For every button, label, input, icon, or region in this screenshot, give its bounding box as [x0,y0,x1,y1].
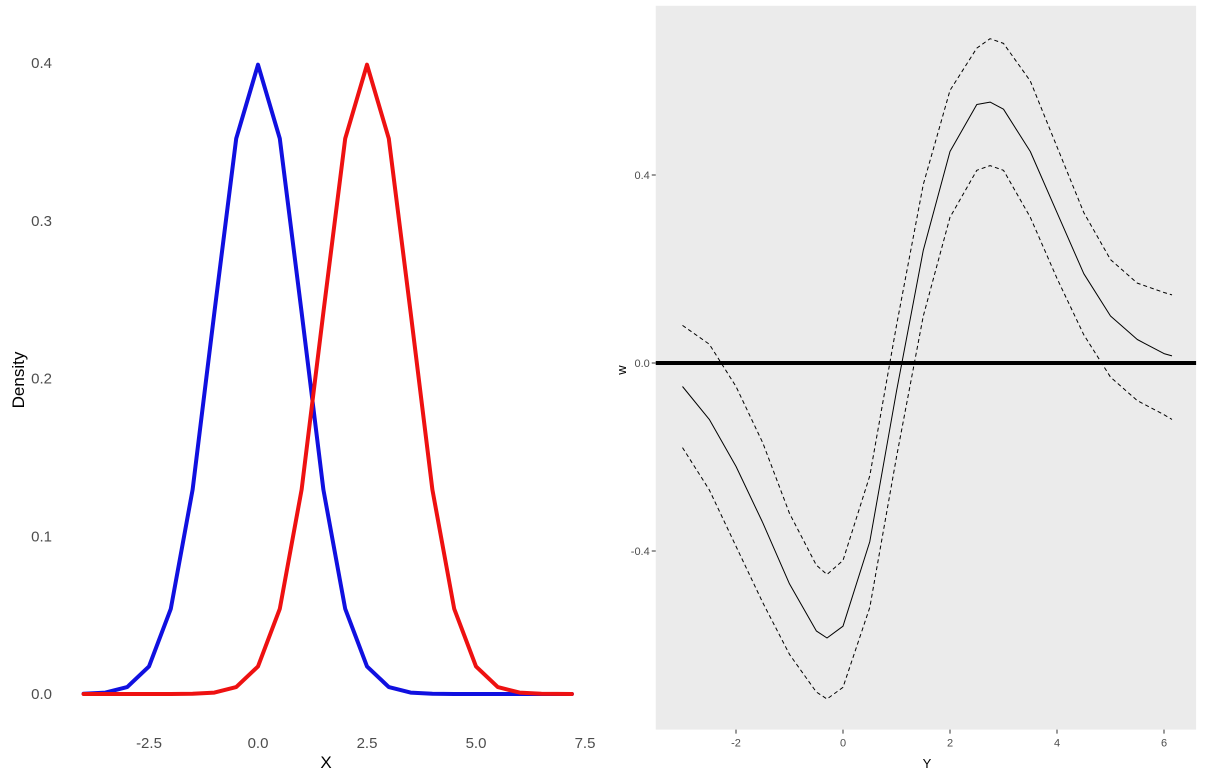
y-axis-title: w [614,365,629,376]
y-axis-title: Density [9,351,28,408]
plot-panel [655,5,1197,730]
y-tick-label: 0.4 [634,170,649,182]
x-tick-label: 7.5 [575,735,596,752]
upper-band-curve [682,38,1173,575]
x-tick-label: -2 [731,738,741,750]
y-tick-label: 0.0 [634,358,649,370]
x-tick-label: 5.0 [466,735,487,752]
y-tick-label: 0.0 [31,686,52,703]
x-tick-label: 6 [1161,738,1167,750]
y-tick-label: 0.3 [31,213,52,230]
x-axis-title: Y [923,756,932,771]
red-density-curve [81,62,574,696]
y-tick-label: -0.4 [631,546,650,558]
x-tick-label: 4 [1054,738,1060,750]
estimate-curve [682,101,1173,639]
x-tick-label: 2.5 [357,735,378,752]
y-tick-label: 0.2 [31,371,52,388]
x-tick-label: -2.5 [136,735,162,752]
x-tick-label: 0.0 [248,735,269,752]
x-axis-title: X [320,753,331,772]
y-tick-label: 0.1 [31,528,52,545]
blue-density-curve [81,62,574,696]
lower-band-curve [682,165,1173,700]
y-tick-label: 0.4 [31,55,52,72]
x-tick-label: 0 [840,738,846,750]
density-chart: 0.0 0.1 0.2 0.3 0.4 -2.5 0.0 2.5 5.0 7.5 X Density [9,55,596,772]
x-tick-label: 2 [947,738,953,750]
